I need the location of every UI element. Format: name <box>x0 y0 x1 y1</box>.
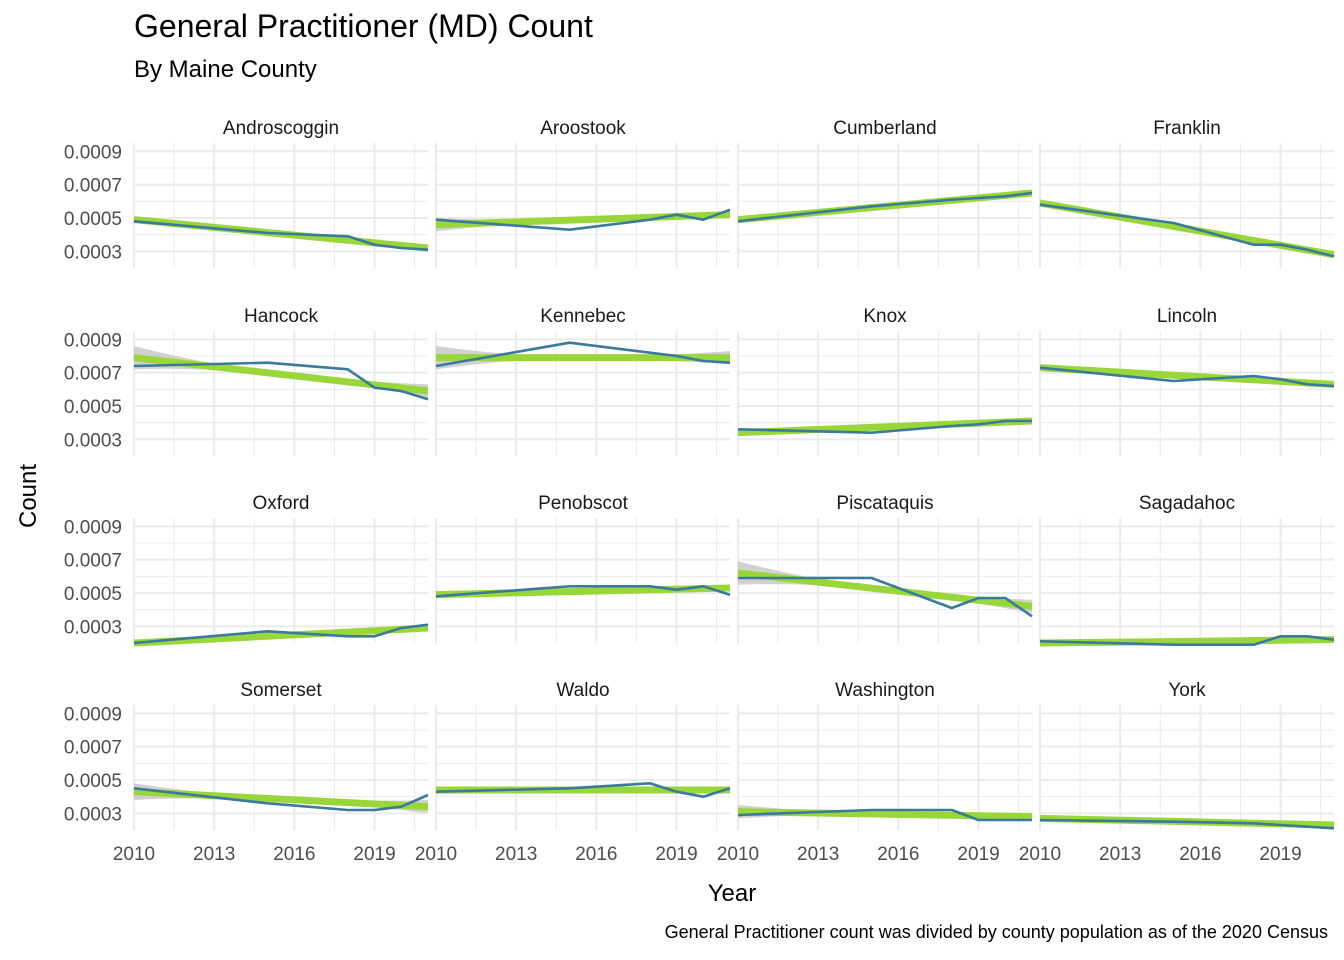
series-line <box>133 787 429 812</box>
series-line <box>1039 366 1335 388</box>
x-axis-title: Year <box>708 880 757 907</box>
series-line <box>1039 203 1335 258</box>
facet-panel: Sagadahoc <box>1039 493 1335 647</box>
facet-panels: Androscoggin 0.0009 0.0007 0.0005 0.0003 Aroo… <box>64 118 1335 865</box>
y-tick-label: 0.0007 <box>64 364 122 385</box>
facet-label: Hancock <box>244 306 318 327</box>
x-tick-label: 2019 <box>957 844 999 865</box>
series-line <box>1039 818 1335 830</box>
facet-label: Lincoln <box>1157 306 1217 327</box>
y-tick-label: 0.0007 <box>64 738 122 759</box>
y-tick-label: 0.0003 <box>64 242 122 263</box>
x-tick-label: 2013 <box>1099 844 1141 865</box>
x-tick-label: 2010 <box>415 844 457 865</box>
series-line <box>133 623 429 645</box>
facet-label: Waldo <box>556 680 609 701</box>
series-line <box>738 576 1033 618</box>
facet-label: Knox <box>863 306 907 327</box>
series-line <box>737 808 1032 822</box>
chart-title: General Practitioner (MD) Count <box>134 8 593 44</box>
facet-label: York <box>1168 680 1206 701</box>
chart-caption: General Practitioner count was divided b… <box>664 922 1328 942</box>
facet-panel: Somerset 0.0009 0.0007 0.0005 0.0003 2010 2013… <box>64 680 429 865</box>
series-line <box>133 361 429 401</box>
facet-label: Piscataquis <box>836 493 933 514</box>
y-tick-label: 0.0003 <box>64 804 122 825</box>
y-tick-label: 0.0007 <box>64 176 122 197</box>
x-tick-label: 2013 <box>495 844 537 865</box>
y-tick-label: 0.0009 <box>64 704 122 725</box>
y-tick-label: 0.0003 <box>64 617 122 638</box>
y-tick-label: 0.0005 <box>64 584 122 605</box>
x-tick-label: 2019 <box>655 844 697 865</box>
facet-panel: Hancock 0.0009 0.0007 0.0005 0.0003 <box>64 306 429 456</box>
faceted-line-chart: Androscoggin 0.0009 0.0007 0.0005 0.0003 Aroo… <box>15 118 1335 907</box>
x-tick-label: 2010 <box>1019 844 1061 865</box>
facet-panel: Lincoln <box>1039 306 1335 456</box>
facet-panel: Piscataquis <box>737 493 1033 643</box>
facet-panel: Washington 2010 2013 2016 2019 <box>717 680 1033 865</box>
facet-panel: Waldo 2010 2013 2016 2019 <box>415 680 731 865</box>
series-line <box>435 341 731 368</box>
y-axis-title: Count <box>15 464 42 528</box>
x-tick-label: 2010 <box>113 844 155 865</box>
facet-label: Cumberland <box>833 118 937 139</box>
facet-label: Sagadahoc <box>1139 493 1235 514</box>
trend-line <box>1039 364 1335 388</box>
x-tick-label: 2010 <box>717 844 759 865</box>
facet-panel: Penobscot <box>435 493 731 643</box>
facet-panel: Franklin <box>1039 118 1335 268</box>
series-line <box>435 584 731 598</box>
facet-panel: York 2010 2013 2016 2019 <box>1019 680 1335 865</box>
trend-line <box>133 354 429 395</box>
facet-panel: Aroostook <box>435 118 731 268</box>
facet-label: Franklin <box>1153 118 1221 139</box>
series-line <box>737 191 1033 223</box>
x-tick-label: 2016 <box>877 844 919 865</box>
x-tick-label: 2016 <box>575 844 617 865</box>
series-line <box>737 419 1032 435</box>
trend-line <box>133 624 429 647</box>
y-tick-label: 0.0005 <box>64 771 122 792</box>
x-tick-label: 2016 <box>1179 844 1221 865</box>
x-tick-label: 2019 <box>353 844 395 865</box>
facet-label: Aroostook <box>540 118 626 139</box>
facet-panel: Knox <box>737 306 1033 456</box>
series-line <box>133 220 429 251</box>
facet-panel: Androscoggin 0.0009 0.0007 0.0005 0.0003 <box>64 118 429 268</box>
series-line <box>1039 634 1335 647</box>
x-tick-label: 2019 <box>1259 844 1301 865</box>
y-tick-label: 0.0009 <box>64 330 122 351</box>
facet-label: Washington <box>835 680 935 701</box>
y-tick-label: 0.0005 <box>64 397 122 418</box>
chart-subtitle: By Maine County <box>134 56 317 83</box>
x-tick-label: 2013 <box>193 844 235 865</box>
facet-label: Androscoggin <box>223 118 339 139</box>
y-tick-label: 0.0009 <box>64 142 122 163</box>
series-line <box>435 781 731 799</box>
facet-panel: Cumberland <box>737 118 1033 268</box>
x-tick-label: 2016 <box>273 844 315 865</box>
y-tick-label: 0.0005 <box>64 209 122 230</box>
series-line <box>435 208 731 231</box>
y-tick-label: 0.0009 <box>64 517 122 538</box>
y-tick-label: 0.0003 <box>64 430 122 451</box>
facet-panel: Oxford 0.0009 0.0007 0.0005 0.0003 <box>64 493 429 647</box>
facet-label: Somerset <box>240 680 322 701</box>
facet-label: Penobscot <box>538 493 629 514</box>
y-tick-label: 0.0007 <box>64 551 122 572</box>
facet-label: Oxford <box>252 493 309 514</box>
x-tick-label: 2013 <box>797 844 839 865</box>
facet-label: Kennebec <box>540 306 626 327</box>
facet-panel: Kennebec <box>435 306 731 456</box>
